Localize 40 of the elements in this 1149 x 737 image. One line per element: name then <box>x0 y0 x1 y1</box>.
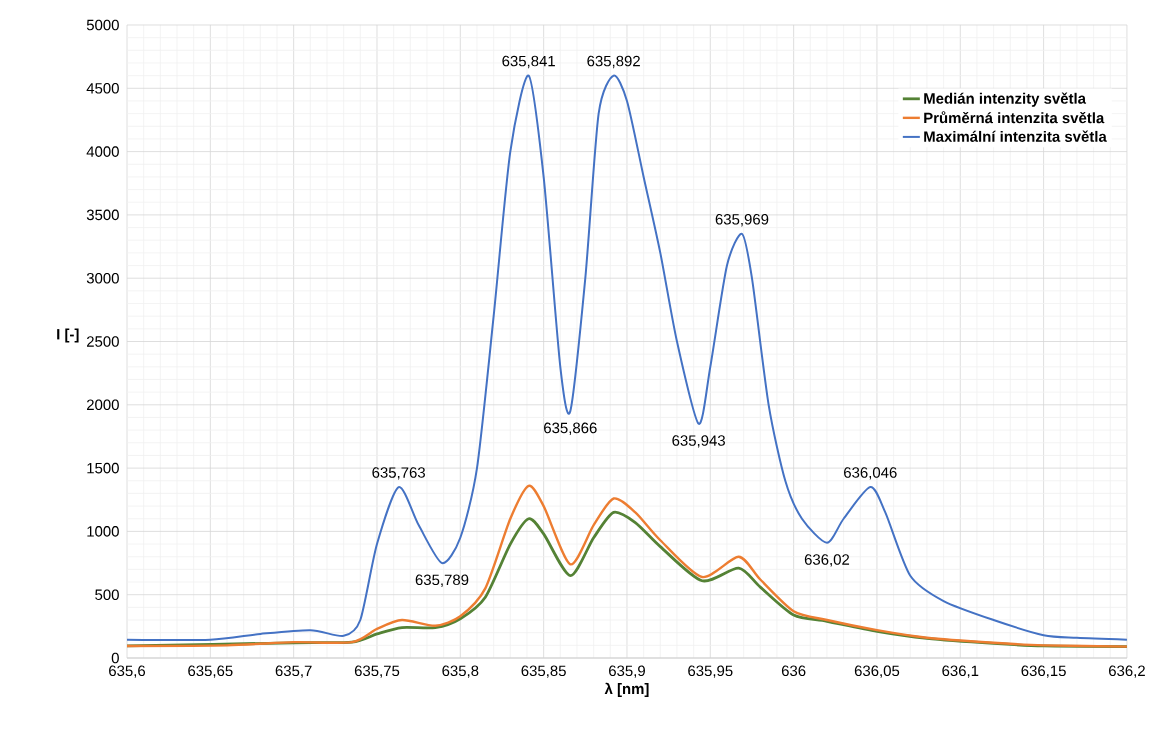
x-axis-title: λ [nm] <box>604 682 649 698</box>
legend-label: Průměrná intenzita světla <box>924 111 1105 124</box>
annotation: 635,789 <box>415 574 469 587</box>
y-tick-label: 0 <box>111 652 119 664</box>
x-tick-label: 636,1 <box>942 665 979 678</box>
y-tick-label: 1000 <box>87 526 119 537</box>
annotation: 635,969 <box>715 214 769 227</box>
annotation: 636,046 <box>844 467 897 480</box>
y-tick-label: 5000 <box>86 19 119 31</box>
y-tick-label: 4500 <box>86 83 119 94</box>
x-tick-label: 635,75 <box>354 665 400 678</box>
annotation: 635,763 <box>372 467 425 480</box>
annotation: 635,841 <box>502 55 555 69</box>
y-tick-label: 2500 <box>87 336 119 347</box>
x-tick-label: 635,95 <box>688 665 733 678</box>
annotation: 635,892 <box>587 55 640 69</box>
y-tick-label: 3000 <box>86 272 119 284</box>
x-tick-label: 635,6 <box>109 665 146 678</box>
line-series <box>127 484 1127 648</box>
x-tick-label: 636,15 <box>1021 665 1066 678</box>
annotation: 635,943 <box>672 435 725 448</box>
x-tick-label: 636,05 <box>854 665 900 678</box>
y-tick-label: 500 <box>95 589 119 600</box>
legend-label: Maximální intenzita světla <box>924 130 1107 142</box>
annotation: 636,02 <box>804 554 850 567</box>
y-tick-label: 2000 <box>87 399 119 411</box>
y-tick-label: 1500 <box>87 462 119 474</box>
x-tick-label: 635,8 <box>442 665 479 678</box>
line-series <box>127 74 1127 641</box>
x-tick-label: 635,7 <box>275 665 312 678</box>
y-tick-label: 3500 <box>86 209 119 221</box>
x-tick-label: 635,9 <box>609 665 645 678</box>
x-tick-label: 635,65 <box>188 665 233 678</box>
x-tick-label: 636,2 <box>1109 665 1145 678</box>
y-axis-title: I [-] <box>57 328 79 343</box>
y-tick-label: 4000 <box>86 146 119 157</box>
legend-label: Medián intenzity světla <box>924 92 1087 107</box>
x-tick-label: 636 <box>781 665 806 677</box>
annotation: 635,866 <box>544 422 597 435</box>
x-tick-label: 635,85 <box>521 665 566 678</box>
